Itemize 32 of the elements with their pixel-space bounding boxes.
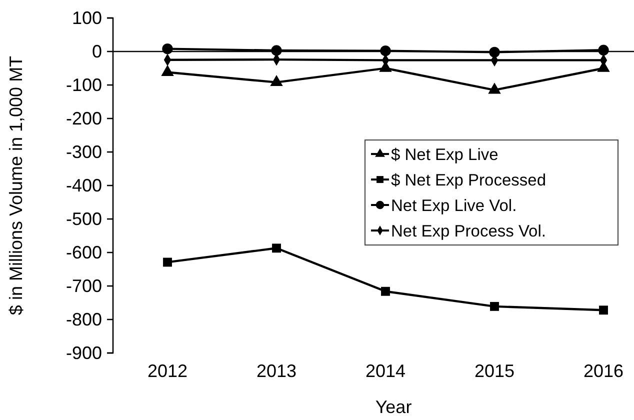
y-tick-label: 0: [92, 41, 102, 62]
point: [163, 258, 172, 267]
point: [272, 244, 281, 253]
y-tick-label: 100: [72, 8, 102, 28]
legend-label: Net Exp Process Vol.: [391, 222, 546, 240]
x-axis-title: Year: [375, 397, 412, 417]
x-tick-label: 2014: [365, 361, 406, 381]
y-tick-label: -800: [66, 309, 102, 330]
x-tick-label: 2012: [147, 361, 188, 381]
y-tick-label: -100: [66, 74, 102, 95]
point: [598, 44, 609, 56]
y-tick-label: -500: [66, 208, 102, 229]
y-tick-label: -900: [66, 342, 102, 363]
y-tick-label: -400: [66, 175, 102, 196]
x-tick-label: 2016: [583, 361, 624, 381]
point: [381, 286, 390, 296]
point: [380, 45, 391, 56]
y-axis-title: $ in Millions Volume in 1,000 MT: [6, 56, 26, 316]
x-tick-label: 2015: [474, 361, 515, 381]
y-tick-label: -300: [66, 142, 102, 162]
point: [489, 46, 500, 58]
point: [271, 45, 282, 56]
y-tick-label: -200: [66, 108, 102, 128]
y-tick-label: -600: [66, 242, 102, 262]
point: [162, 43, 173, 54]
y-tick-label: -700: [66, 276, 102, 296]
point: [599, 306, 608, 315]
legend-label: $ Net Exp Processed: [391, 172, 546, 190]
legend-label: $ Net Exp Live: [391, 146, 498, 164]
legend-label: Net Exp Live Vol.: [391, 197, 517, 215]
point: [490, 302, 499, 311]
x-tick-label: 2013: [256, 361, 297, 381]
